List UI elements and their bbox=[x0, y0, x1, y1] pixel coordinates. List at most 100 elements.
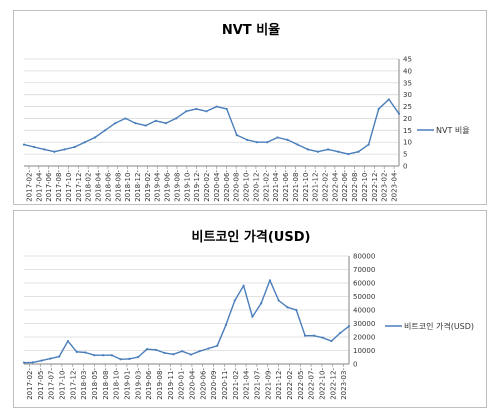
data-point bbox=[207, 347, 210, 350]
data-point bbox=[181, 350, 184, 353]
data-point bbox=[110, 354, 113, 357]
data-point bbox=[22, 361, 26, 364]
x-tick-label: 2021-12- bbox=[312, 170, 320, 202]
x-tick-label: 2022-04- bbox=[331, 170, 339, 202]
x-tick-label: 2022-10- bbox=[361, 170, 369, 202]
data-point bbox=[83, 141, 86, 144]
legend: 비트코인 가격(USD) bbox=[385, 321, 474, 331]
bitcoin-chart: 비트코인 가격(USD) 0 10000 20000 30000 40000 50000 6… bbox=[22, 229, 474, 400]
data-point bbox=[296, 143, 299, 146]
data-point bbox=[347, 325, 351, 328]
data-point bbox=[101, 354, 105, 357]
x-tick-label: 2018-12- bbox=[134, 170, 142, 202]
data-point bbox=[145, 348, 149, 351]
bitcoin-chart-panel: 비트코인 가격(USD) 0 10000 20000 30000 40000 50000 6… bbox=[13, 210, 487, 408]
x-tick-label: 2020-04- bbox=[213, 170, 221, 202]
data-point bbox=[154, 348, 157, 351]
data-point bbox=[43, 148, 46, 151]
data-point bbox=[119, 358, 122, 361]
x-tick-label: 2023-03- bbox=[340, 368, 348, 400]
x-tick-label: 2023-04- bbox=[391, 170, 399, 202]
x-tick-label: 2021-10- bbox=[302, 170, 310, 202]
x-tick-label: 2020-04- bbox=[188, 368, 196, 400]
data-point bbox=[357, 150, 360, 153]
data-point bbox=[256, 141, 259, 144]
x-tick-label: 2022-10- bbox=[318, 368, 326, 400]
x-tick-label: 2018-02- bbox=[85, 170, 93, 202]
x-tick-label: 2019-03- bbox=[134, 368, 142, 400]
data-point bbox=[33, 145, 36, 149]
x-tick-label: 2022-12- bbox=[371, 170, 379, 202]
x-tick-label: 2019-04- bbox=[154, 170, 162, 202]
y-tick-label: 30 bbox=[403, 91, 412, 99]
y-tick-label: 25 bbox=[403, 103, 412, 111]
data-point bbox=[251, 315, 254, 318]
data-point bbox=[154, 119, 157, 122]
data-point bbox=[58, 355, 61, 358]
x-tick-label: 2017-06- bbox=[45, 170, 53, 202]
data-point bbox=[312, 334, 315, 337]
y-tick-label: 5 bbox=[403, 151, 407, 159]
data-point bbox=[31, 361, 34, 364]
data-point bbox=[303, 334, 307, 337]
data-point bbox=[286, 138, 289, 141]
data-point bbox=[326, 148, 330, 151]
x-tick-label: 2019-10- bbox=[183, 170, 191, 202]
y-tick-label: 15 bbox=[403, 127, 412, 135]
x-tick-label: 2017-02- bbox=[26, 368, 34, 400]
data-point bbox=[242, 284, 245, 287]
x-tick-label: 2022-12- bbox=[329, 368, 337, 400]
data-point bbox=[53, 150, 56, 153]
x-tick-label: 2020-06- bbox=[199, 368, 207, 400]
x-tick-label: 2021-07- bbox=[253, 368, 261, 400]
x-tick-label: 2017-04- bbox=[35, 170, 43, 202]
x-tick-label: 2020-02- bbox=[203, 170, 211, 202]
y-tick-label: 50000 bbox=[353, 293, 375, 301]
data-point bbox=[84, 351, 87, 354]
x-tick-label: 2020-01- bbox=[178, 368, 186, 400]
x-tick-label: 2021-12- bbox=[275, 368, 283, 400]
x-tick-label: 2017-12- bbox=[75, 170, 83, 202]
x-tick-label: 2017-02- bbox=[25, 170, 33, 202]
legend-label: 비트코인 가격(USD) bbox=[404, 321, 474, 331]
y-tick-label: 20000 bbox=[353, 334, 375, 342]
y-tick-label: 30000 bbox=[353, 320, 375, 328]
data-point bbox=[73, 145, 76, 149]
data-point bbox=[195, 107, 198, 111]
data-point bbox=[49, 357, 52, 360]
data-point bbox=[224, 323, 228, 326]
data-point bbox=[63, 148, 66, 151]
x-tick-label: 2022-02- bbox=[321, 170, 329, 202]
x-tick-label: 2021-08- bbox=[292, 170, 300, 202]
data-point bbox=[260, 302, 263, 305]
data-point bbox=[276, 136, 279, 139]
data-point bbox=[277, 299, 280, 302]
x-tick-label: 2019-06- bbox=[164, 170, 172, 202]
series-line bbox=[23, 98, 400, 155]
data-point bbox=[245, 138, 249, 141]
data-point bbox=[124, 117, 127, 120]
x-tick-label: 2019-12- bbox=[193, 170, 201, 202]
data-point bbox=[321, 336, 324, 339]
data-point bbox=[337, 150, 340, 153]
y-tick-label: 0 bbox=[353, 361, 357, 369]
x-tick-label: 2021-02- bbox=[232, 368, 240, 400]
data-point bbox=[286, 306, 289, 309]
x-tick-label: 2020-06- bbox=[223, 170, 231, 202]
chart-title: NVT 비율 bbox=[222, 22, 280, 38]
x-tick-label: 2017-12- bbox=[69, 368, 77, 400]
data-point bbox=[330, 339, 333, 343]
x-tick-label: 2017-07- bbox=[48, 368, 56, 400]
x-tick-label: 2019-08- bbox=[156, 368, 164, 400]
x-tick-label: 2020-08- bbox=[233, 170, 241, 202]
x-tick-label: 2022-08- bbox=[351, 170, 359, 202]
data-point bbox=[235, 133, 238, 137]
data-point bbox=[164, 122, 167, 125]
y-tick-label: 70000 bbox=[353, 266, 375, 274]
chart-title: 비트코인 가격(USD) bbox=[192, 229, 311, 245]
y-tick-label: 40000 bbox=[353, 307, 375, 315]
x-tick-label: 2018-03- bbox=[80, 368, 88, 400]
x-tick-label: 2022-07- bbox=[308, 368, 316, 400]
data-point bbox=[128, 357, 131, 360]
data-point bbox=[174, 117, 178, 120]
